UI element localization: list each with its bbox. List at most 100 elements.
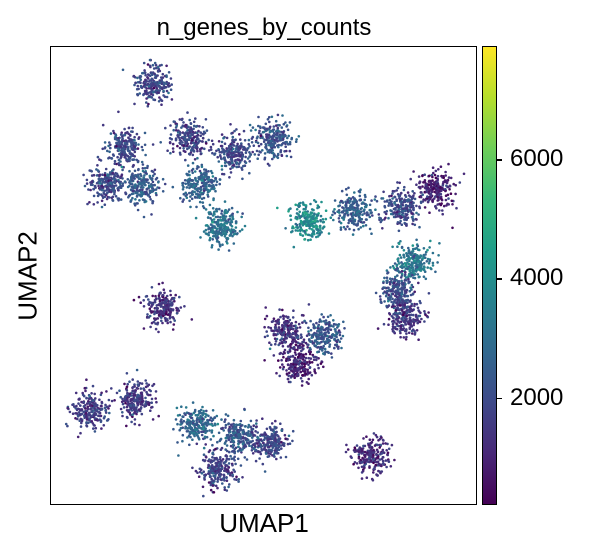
cell-point bbox=[410, 265, 414, 269]
cell-point bbox=[322, 315, 325, 319]
cell-point bbox=[282, 355, 285, 359]
cell-point bbox=[294, 333, 298, 336]
cell-point bbox=[121, 168, 124, 172]
cell-point bbox=[192, 190, 195, 193]
umap-cluster bbox=[272, 340, 325, 387]
cell-point bbox=[302, 340, 306, 344]
cell-point bbox=[163, 182, 167, 186]
cell-point bbox=[380, 197, 383, 200]
cell-point bbox=[427, 179, 431, 183]
cell-point bbox=[419, 311, 422, 315]
cell-point bbox=[143, 198, 146, 202]
cell-point bbox=[181, 181, 185, 185]
cell-point bbox=[321, 349, 324, 352]
cell-point bbox=[151, 63, 155, 67]
cell-point bbox=[407, 277, 410, 281]
cell-point bbox=[439, 165, 443, 168]
cell-point bbox=[438, 242, 441, 245]
cell-point bbox=[349, 219, 353, 223]
cell-point bbox=[309, 238, 312, 241]
cell-point bbox=[119, 182, 122, 185]
cell-point bbox=[431, 175, 434, 179]
cell-point bbox=[305, 212, 308, 215]
cell-point bbox=[133, 135, 136, 139]
cell-point bbox=[135, 386, 139, 390]
cell-point bbox=[405, 309, 409, 312]
cell-point bbox=[425, 314, 429, 318]
cell-point bbox=[222, 227, 226, 230]
cell-point bbox=[136, 76, 139, 80]
cell-point bbox=[195, 192, 198, 196]
cell-point bbox=[263, 325, 266, 329]
cell-point bbox=[427, 183, 431, 186]
cell-point bbox=[395, 199, 399, 203]
cell-point bbox=[169, 124, 172, 127]
cell-point bbox=[404, 291, 407, 295]
cell-point bbox=[371, 214, 374, 217]
cell-point bbox=[328, 320, 331, 324]
cell-point bbox=[255, 136, 259, 140]
cell-point bbox=[300, 335, 303, 339]
cell-point bbox=[246, 157, 250, 160]
cell-point bbox=[289, 364, 292, 367]
cell-point bbox=[396, 314, 399, 317]
cell-point bbox=[266, 118, 270, 121]
cell-point bbox=[191, 193, 195, 196]
cell-point bbox=[102, 180, 105, 184]
cell-point bbox=[147, 91, 150, 95]
cell-point bbox=[126, 185, 130, 189]
cell-point bbox=[143, 71, 147, 74]
cell-point bbox=[279, 331, 282, 335]
cell-point bbox=[151, 418, 155, 421]
cell-point bbox=[310, 361, 314, 364]
cell-point bbox=[203, 175, 207, 179]
cell-point bbox=[171, 328, 175, 331]
cell-point bbox=[306, 346, 309, 349]
cell-point bbox=[261, 126, 265, 129]
cell-point bbox=[157, 294, 161, 297]
cell-point bbox=[118, 389, 121, 393]
cell-point bbox=[293, 376, 296, 380]
cell-point bbox=[313, 219, 317, 222]
cell-point bbox=[307, 326, 310, 330]
cell-point bbox=[303, 319, 306, 323]
cell-point bbox=[305, 220, 309, 223]
cell-point bbox=[104, 411, 108, 414]
cell-point bbox=[108, 196, 111, 199]
cell-point bbox=[421, 185, 424, 188]
cell-point bbox=[223, 161, 227, 164]
cell-point bbox=[120, 400, 124, 404]
cell-point bbox=[392, 215, 396, 219]
cell-point bbox=[150, 303, 154, 307]
cell-point bbox=[391, 305, 395, 308]
cell-point bbox=[215, 183, 218, 187]
cell-point bbox=[226, 210, 230, 213]
cell-point bbox=[142, 299, 145, 302]
cell-point bbox=[305, 362, 308, 365]
cell-point bbox=[130, 152, 133, 155]
cell-point bbox=[192, 127, 195, 131]
cell-point bbox=[393, 320, 396, 324]
cell-point bbox=[119, 186, 123, 189]
cell-point bbox=[374, 291, 378, 295]
cell-point bbox=[169, 88, 173, 91]
cell-point bbox=[437, 184, 440, 188]
cell-point bbox=[397, 206, 401, 209]
cell-point bbox=[144, 153, 147, 157]
cell-point bbox=[80, 412, 84, 416]
cell-point bbox=[171, 147, 175, 150]
cell-point bbox=[151, 180, 155, 184]
cell-point bbox=[291, 331, 295, 335]
cell-point bbox=[121, 182, 125, 185]
cell-point bbox=[387, 323, 390, 327]
cell-point bbox=[112, 190, 116, 193]
cell-point bbox=[403, 279, 407, 282]
cell-point bbox=[85, 415, 88, 419]
cell-point bbox=[184, 150, 187, 153]
cell-point bbox=[277, 359, 280, 362]
cell-point bbox=[221, 243, 224, 246]
cell-point bbox=[129, 199, 133, 202]
cell-point bbox=[128, 169, 131, 173]
cell-point bbox=[121, 402, 125, 406]
cell-point bbox=[403, 273, 407, 276]
